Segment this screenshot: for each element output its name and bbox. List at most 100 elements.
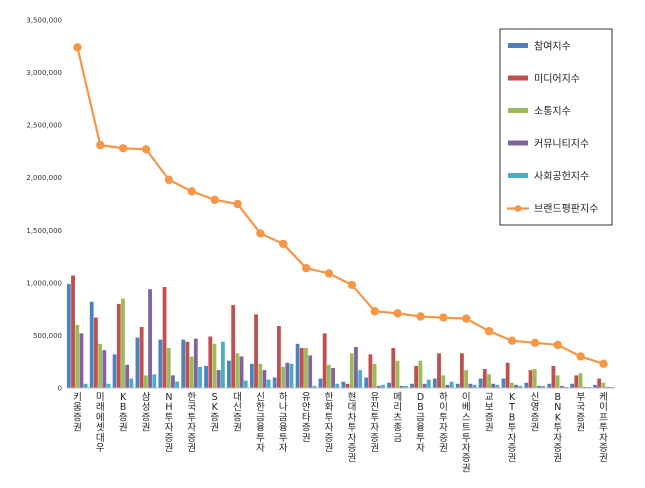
legend-label: 브랜드평판지수 — [534, 203, 598, 215]
bar — [559, 385, 564, 388]
legend-item: 브랜드평판지수 — [507, 203, 598, 215]
x-axis: 키 움 증 권 미 래 에 셋 대 우 K B 증 권 삼 성 증 권 N H 투 자 증 권 한 국 투 자 증 권 S K 증 권 대 신 증 권 신 한… — [66, 387, 615, 474]
bar — [189, 356, 194, 388]
legend-label: 미디어지수 — [534, 73, 580, 85]
bar — [158, 339, 163, 388]
legend-box — [499, 28, 613, 226]
bar — [472, 384, 477, 388]
bar — [121, 298, 125, 388]
legend-label: 사회공헌지수 — [534, 171, 589, 183]
bar — [208, 336, 213, 388]
bar — [368, 354, 373, 388]
line-point — [393, 309, 402, 318]
bar — [335, 383, 340, 388]
bar — [171, 375, 175, 388]
line-point — [256, 229, 265, 238]
bar — [541, 385, 546, 388]
bar — [364, 377, 369, 388]
bar — [491, 383, 496, 388]
y-tick-label: 3,000,000 — [26, 69, 62, 77]
line-point — [73, 43, 82, 52]
bar — [220, 341, 225, 388]
bar — [455, 383, 460, 388]
bar — [258, 363, 263, 388]
legend-swatch — [508, 43, 528, 48]
bar — [262, 370, 267, 388]
line-point — [530, 338, 540, 347]
line-point — [96, 140, 105, 150]
bar — [148, 289, 152, 388]
bar — [106, 383, 111, 388]
bar — [249, 363, 254, 388]
bar — [285, 362, 290, 388]
y-axis: 0 500,000 1,000,000 1,500,000 2,000,000 2,500… — [26, 17, 62, 393]
legend-label: 참여지수 — [534, 41, 571, 53]
y-tick-label: 0 — [58, 385, 62, 393]
bar — [98, 343, 103, 388]
bar — [547, 383, 552, 388]
legend-label: 소통지수 — [534, 106, 571, 118]
bar — [79, 333, 84, 388]
bar — [304, 348, 308, 388]
bar — [345, 383, 350, 388]
legend-item: 사회공헌지수 — [508, 171, 589, 183]
line-point — [301, 263, 311, 273]
line-point — [118, 144, 128, 153]
bar — [308, 355, 313, 388]
bar — [487, 374, 491, 388]
bar — [102, 350, 107, 388]
line-point — [576, 352, 585, 361]
bar — [83, 383, 88, 388]
bar — [75, 324, 80, 388]
bar — [518, 385, 523, 388]
bar — [341, 381, 346, 388]
bar — [272, 377, 277, 388]
bar — [125, 364, 130, 388]
bar — [501, 378, 506, 388]
bar — [254, 314, 258, 388]
bar — [281, 366, 286, 388]
bar — [326, 364, 331, 388]
legend-swatch — [508, 75, 528, 81]
bar — [418, 360, 423, 388]
bar — [89, 301, 94, 388]
bar — [181, 339, 186, 388]
legend-item: 미디어지수 — [508, 73, 580, 85]
bar — [381, 384, 385, 388]
bar — [318, 378, 323, 388]
bar — [482, 369, 487, 388]
line-point — [233, 199, 242, 209]
bar — [605, 386, 610, 388]
y-tick-label: 500,000 — [33, 332, 62, 340]
bar — [555, 375, 560, 388]
line-point — [462, 314, 471, 323]
line-point — [484, 327, 494, 336]
legend-item: 참여지수 — [508, 41, 571, 53]
line-point — [553, 340, 563, 350]
bar — [432, 378, 437, 388]
bar — [514, 384, 518, 388]
bar — [143, 375, 148, 388]
bar — [391, 348, 396, 388]
bar — [437, 353, 441, 388]
bar — [66, 283, 71, 388]
line-point — [507, 336, 517, 345]
y-tick-label: 1,500,000 — [26, 227, 62, 235]
y-tick-label: 1,000,000 — [26, 279, 62, 287]
bar — [460, 353, 464, 388]
bar — [193, 338, 198, 388]
